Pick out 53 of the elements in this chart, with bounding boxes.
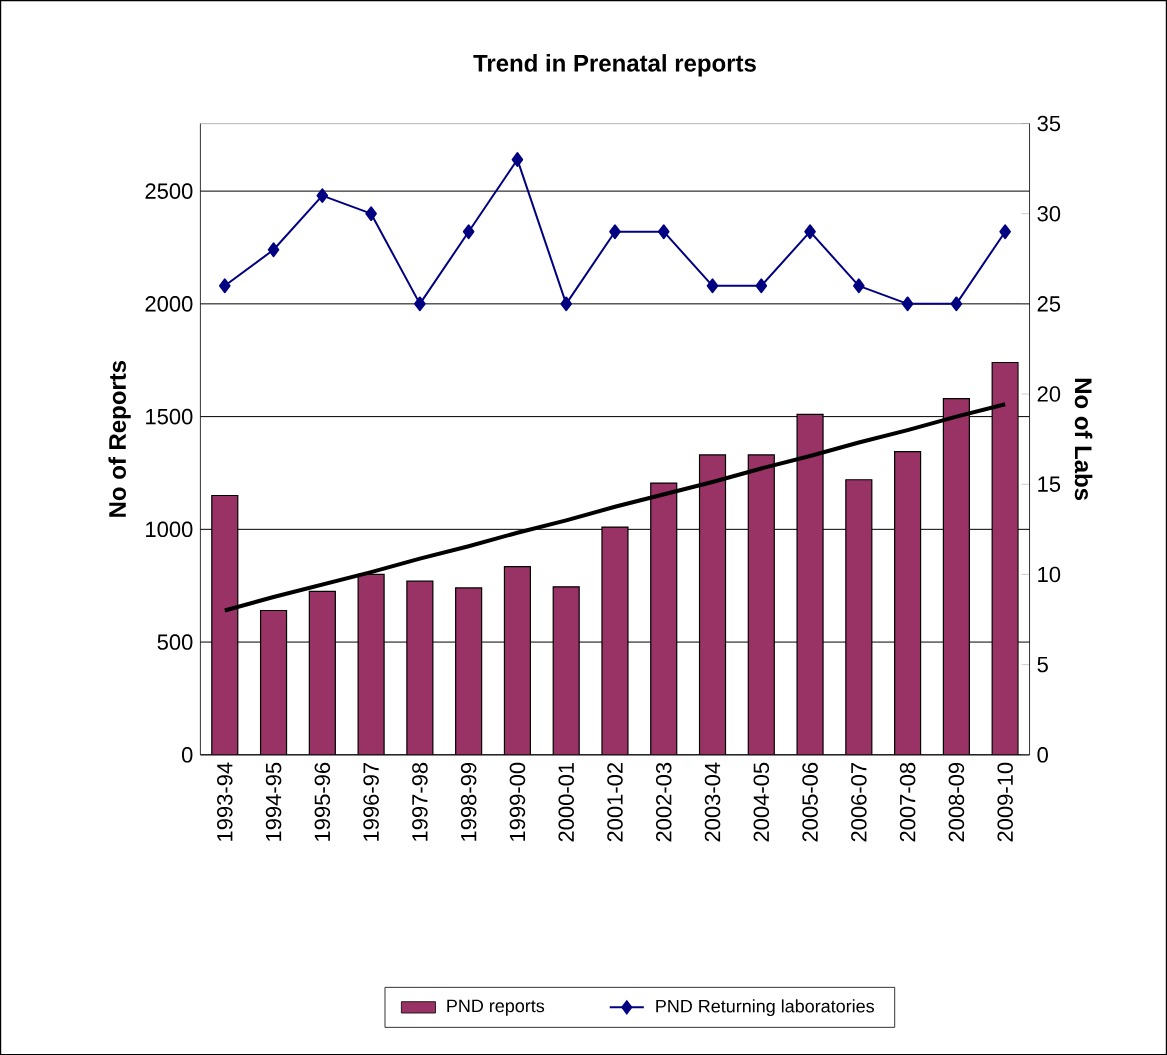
x-tick-label: 2007-08 [899, 762, 916, 842]
point [999, 224, 1011, 240]
x-tick-label: 1998-99 [460, 762, 477, 841]
point [950, 296, 963, 312]
x-tick-label: 2009-10 [997, 762, 1013, 842]
x-tick-label: 1996-97 [363, 762, 379, 841]
y-axis-title: No of Reports [108, 360, 131, 517]
x-tick-label: 2004-05 [753, 762, 770, 842]
x-tick-label: 1997-98 [412, 762, 428, 841]
point [218, 278, 231, 294]
point [462, 224, 475, 240]
y2-axis-title: No of Labs [1074, 378, 1093, 501]
point [511, 152, 524, 167]
x-tick-label: 1995-96 [314, 762, 331, 841]
point [316, 188, 329, 203]
y2-tick-label: 15 [1038, 476, 1061, 492]
y-tick-label: 1000 [146, 521, 193, 538]
y-tick-label: 1500 [146, 408, 193, 425]
legend-label: PND reports [447, 999, 545, 1016]
x-tick-label: 2003-04 [704, 762, 721, 842]
point [609, 224, 621, 240]
point [706, 278, 719, 294]
y2-tick-label: 25 [1037, 296, 1061, 312]
y2-tick-label: 35 [1037, 115, 1061, 132]
point [804, 224, 816, 240]
y2-tick-label: 5 [1037, 656, 1048, 673]
y-tick-label: 0 [181, 747, 193, 763]
x-tick-label: 2008-09 [948, 762, 965, 842]
x-tick-label: 1993-94 [217, 762, 233, 841]
x-tick-label: 2005-06 [802, 762, 818, 842]
y-tick-label: 2500 [145, 183, 193, 199]
x-tick-label: 2006-07 [851, 762, 867, 842]
x-tick-label: 1999-00 [509, 762, 526, 841]
y2-tick-label: 30 [1037, 205, 1061, 222]
point [853, 278, 865, 294]
point [414, 296, 426, 312]
point [560, 296, 572, 312]
x-tick-label: 1994-95 [265, 762, 282, 841]
y-tick-label: 500 [157, 634, 193, 650]
point [755, 278, 768, 294]
point [267, 242, 280, 258]
x-tick-label: 2001-02 [607, 762, 623, 842]
y2-tick-label: 20 [1037, 386, 1061, 402]
x-tick-label: 2002-03 [655, 762, 672, 842]
point [365, 206, 377, 222]
y2-tick-label: 0 [1037, 747, 1048, 763]
chart-title: Trend in Prenatal reports [473, 54, 756, 77]
legend-label: PND Returning laboratories [656, 999, 874, 1017]
x-tick-label: 2000-01 [558, 762, 574, 842]
point [901, 296, 914, 312]
y-tick-label: 2000 [145, 296, 193, 312]
point [657, 224, 670, 240]
y2-tick-label: 10 [1038, 566, 1061, 583]
